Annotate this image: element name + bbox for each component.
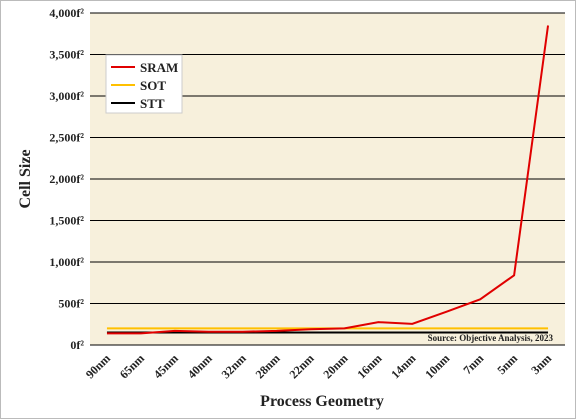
y-tick-label: 3,000f²	[49, 89, 84, 103]
y-tick-label: 1,500f²	[49, 214, 84, 228]
y-tick-label: 500f²	[58, 297, 84, 311]
y-tick-label: 4,000f²	[49, 6, 84, 20]
y-tick-label: 2,500f²	[49, 131, 84, 145]
legend-label: SOT	[140, 78, 166, 93]
series-line	[106, 25, 550, 335]
legend-label: SRAM	[140, 60, 178, 75]
annotation: Source: Objective Analysis, 2023	[428, 333, 554, 343]
y-tick-label: 2,000f²	[49, 172, 84, 186]
legend-label: STT	[140, 96, 165, 111]
y-tick-label: 1,000f²	[49, 255, 84, 269]
y-axis-title: Cell Size	[17, 149, 34, 208]
x-axis-title: Process Geometry	[260, 393, 384, 410]
y-tick-label: 3,500f²	[49, 48, 84, 62]
y-tick-label: 0f²	[70, 338, 84, 352]
